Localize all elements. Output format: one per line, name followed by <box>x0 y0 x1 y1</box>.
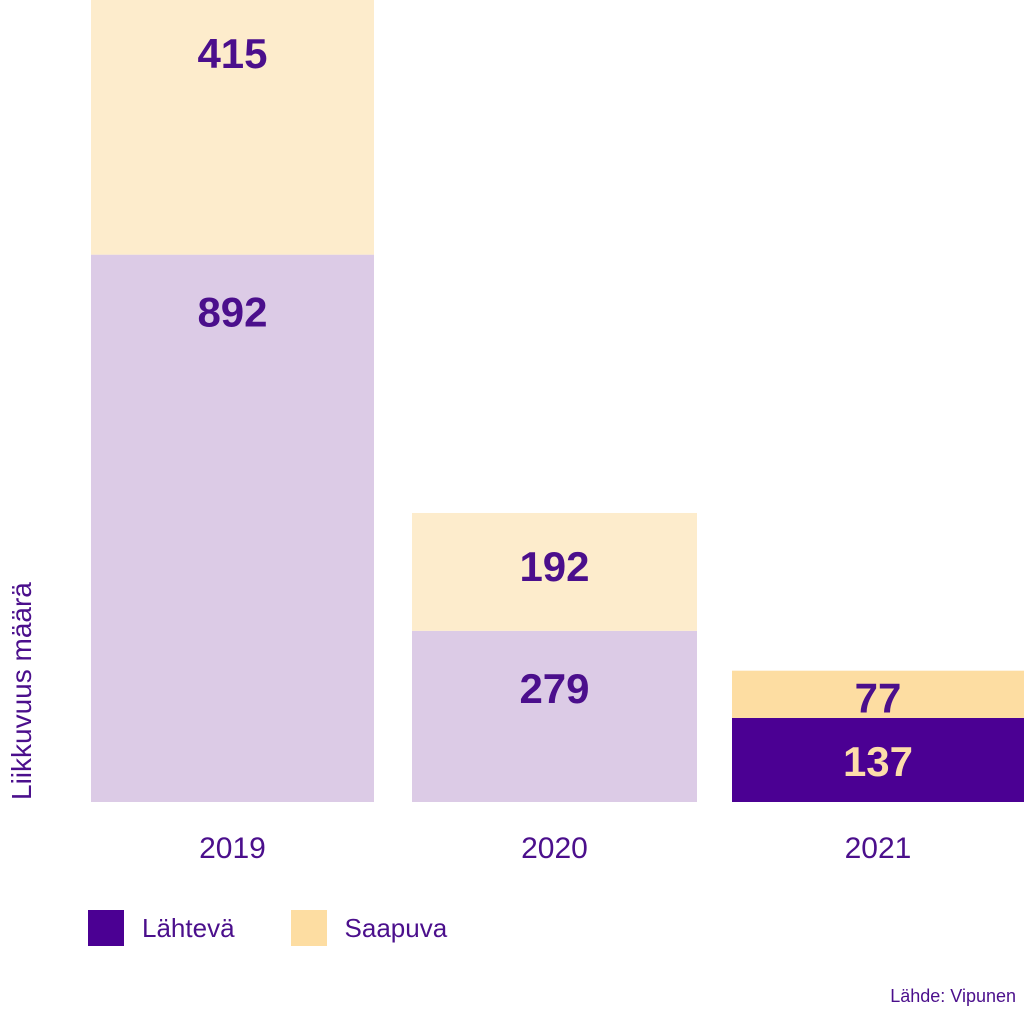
bar-saapuva-2019 <box>91 0 374 255</box>
data-label-lahteva-2020: 279 <box>519 665 589 712</box>
legend-label-saapuva: Saapuva <box>344 912 448 943</box>
legend-swatch-lahteva <box>88 910 124 946</box>
legend-item-saapuva: Saapuva <box>290 910 448 946</box>
bar-lahteva-2020 <box>412 630 697 802</box>
data-label-lahteva-2019: 892 <box>197 289 267 336</box>
bar-lahteva-2021 <box>732 717 1024 802</box>
legend-item-lahteva: Lähtevä <box>88 910 235 946</box>
source-note: Lähde: Vipunen <box>890 986 1016 1006</box>
bar-lahteva-2019 <box>91 254 374 803</box>
data-label-saapuva-2020: 192 <box>519 543 589 590</box>
y-axis-label: Liikkuvuus määrä <box>6 582 37 800</box>
x-tick-label-2020: 2020 <box>521 832 588 865</box>
data-label-saapuva-2021: 77 <box>855 675 902 722</box>
x-tick-label-2021: 2021 <box>845 832 912 865</box>
legend-label-lahteva: Lähtevä <box>142 912 235 943</box>
legend: Lähtevä Saapuva <box>88 910 503 946</box>
data-label-saapuva-2019: 415 <box>197 30 267 77</box>
data-label-lahteva-2021: 137 <box>843 738 913 785</box>
bar-saapuva-2021 <box>732 670 1024 718</box>
bar-saapuva-2020 <box>412 512 697 631</box>
x-tick-label-2019: 2019 <box>199 832 266 865</box>
legend-swatch-saapuva <box>290 910 327 946</box>
